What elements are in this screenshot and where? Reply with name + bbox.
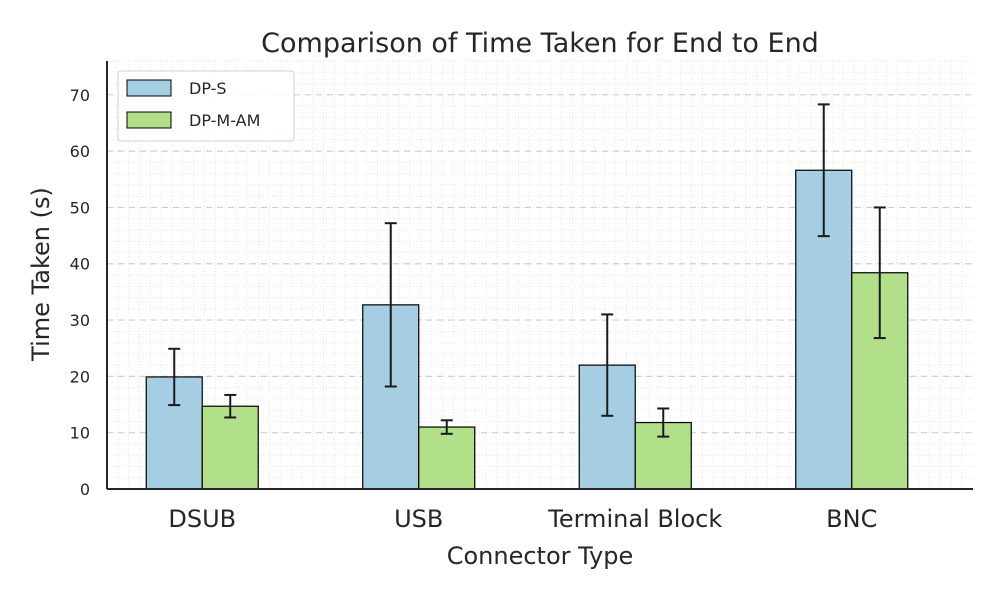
- legend-label-dp-s: DP-S: [189, 79, 227, 98]
- legend-swatch-dp-s: [126, 79, 172, 97]
- y-tick-label: 50: [70, 198, 90, 217]
- x-axis-label: Connector Type: [447, 542, 634, 570]
- x-tick-label-usb: USB: [394, 505, 443, 533]
- bars: [145, 169, 909, 490]
- legend-swatch-dp-m-am: [126, 111, 172, 129]
- y-axis-label: Time Taken (s): [27, 187, 55, 362]
- axes: [106, 61, 973, 490]
- y-tick-label: 30: [70, 311, 90, 330]
- y-tick-label: 10: [70, 424, 90, 443]
- bar-dp-m-am-usb: [418, 426, 476, 490]
- legend: DP-S DP-M-AM: [117, 70, 295, 142]
- x-tick-labels: DSUB USB Terminal Block BNC: [168, 505, 877, 533]
- legend-label-dp-m-am: DP-M-AM: [189, 111, 260, 130]
- x-tick-label-terminal-block: Terminal Block: [547, 505, 722, 533]
- y-tick-label: 60: [70, 142, 90, 161]
- error-bars: [168, 103, 886, 438]
- y-tick-labels: 0 10 20 30 40 50 60 70: [70, 86, 90, 499]
- x-tick-label-dsub: DSUB: [168, 505, 236, 533]
- y-tick-label: 40: [70, 255, 90, 274]
- y-tick-label: 0: [80, 480, 90, 499]
- y-tick-label: 70: [70, 86, 90, 105]
- y-tick-label: 20: [70, 367, 90, 386]
- chart-title: Comparison of Time Taken for End to End: [261, 28, 819, 59]
- bar-dp-m-am-dsub: [201, 405, 259, 490]
- x-tick-label-bnc: BNC: [826, 505, 877, 533]
